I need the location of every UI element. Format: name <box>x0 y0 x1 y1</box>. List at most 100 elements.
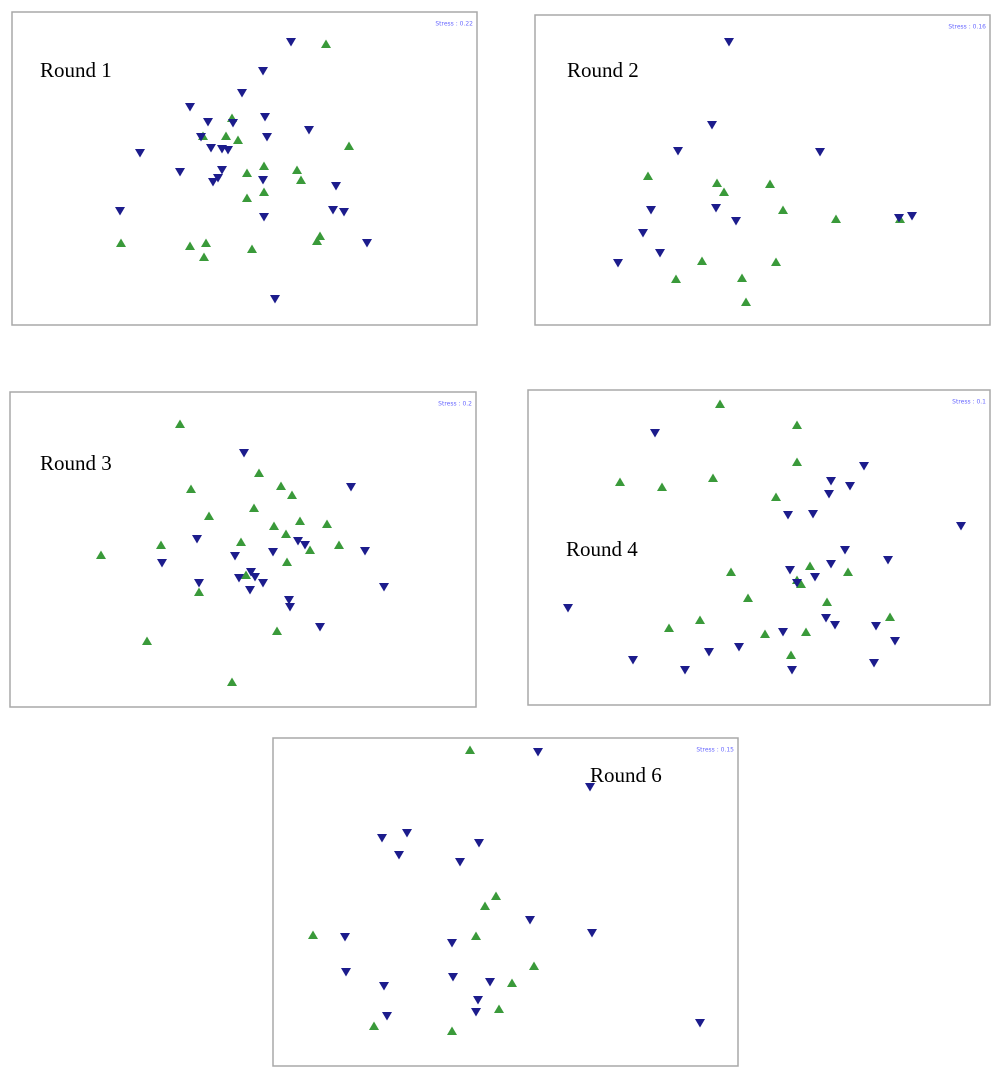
point <box>715 399 725 408</box>
point <box>894 214 904 223</box>
point <box>204 511 214 520</box>
point <box>805 561 815 570</box>
point <box>287 490 297 499</box>
point <box>845 482 855 491</box>
point <box>115 207 125 216</box>
point <box>885 612 895 621</box>
point <box>262 133 272 142</box>
point <box>360 547 370 556</box>
point <box>473 996 483 1005</box>
point <box>719 187 729 196</box>
panel-title: Round 6 <box>590 763 662 787</box>
point <box>258 579 268 588</box>
point <box>242 168 252 177</box>
point <box>196 133 206 142</box>
point <box>447 939 457 948</box>
point <box>831 214 841 223</box>
point <box>655 249 665 258</box>
point <box>585 783 595 792</box>
point <box>254 468 264 477</box>
panel-title: Round 2 <box>567 58 639 82</box>
point <box>695 1019 705 1028</box>
point <box>810 573 820 582</box>
point <box>615 477 625 486</box>
point <box>194 587 204 596</box>
point <box>242 193 252 202</box>
point <box>379 583 389 592</box>
point <box>340 933 350 942</box>
point <box>295 516 305 525</box>
point <box>228 119 238 128</box>
point <box>778 205 788 214</box>
point <box>192 535 202 544</box>
point <box>650 429 660 438</box>
point <box>201 238 211 247</box>
point <box>185 241 195 250</box>
point <box>907 212 917 221</box>
panel: Stress : 0.1 Round 4 <box>527 389 991 706</box>
point <box>792 579 802 588</box>
panel: Stress : 0.16 Round 2 <box>534 14 991 326</box>
point <box>447 1026 457 1035</box>
point <box>826 560 836 569</box>
stress-label: Stress : 0.2 <box>438 401 472 408</box>
stress-label: Stress : 0.1 <box>952 399 986 406</box>
point <box>673 147 683 156</box>
stress-label: Stress : 0.22 <box>435 21 473 28</box>
point <box>276 481 286 490</box>
point <box>233 135 243 144</box>
panel-title: Round 4 <box>566 537 638 561</box>
point <box>792 457 802 466</box>
point <box>822 597 832 606</box>
point <box>249 503 259 512</box>
point <box>726 567 736 576</box>
point <box>485 978 495 987</box>
point <box>646 206 656 215</box>
point <box>792 420 802 429</box>
point <box>741 297 751 306</box>
point <box>185 103 195 112</box>
point <box>859 462 869 471</box>
point <box>821 614 831 623</box>
point <box>394 851 404 860</box>
point <box>377 834 387 843</box>
point <box>157 559 167 568</box>
point <box>285 603 295 612</box>
point <box>507 978 517 987</box>
point <box>135 149 145 158</box>
point <box>765 179 775 188</box>
point <box>230 552 240 561</box>
point <box>671 274 681 283</box>
point <box>156 540 166 549</box>
point <box>525 916 535 925</box>
point <box>704 648 714 657</box>
point <box>771 492 781 501</box>
point <box>241 570 251 579</box>
point <box>194 579 204 588</box>
point <box>826 477 836 486</box>
panel-frame <box>272 737 739 1067</box>
point <box>708 473 718 482</box>
point <box>379 982 389 991</box>
point <box>643 171 653 180</box>
point <box>213 174 223 183</box>
point <box>465 745 475 754</box>
point <box>308 930 318 939</box>
point <box>116 238 126 247</box>
point <box>331 182 341 191</box>
point <box>786 650 796 659</box>
point <box>199 252 209 261</box>
point <box>362 239 372 248</box>
point <box>369 1021 379 1030</box>
point <box>724 38 734 47</box>
point <box>956 522 966 531</box>
point <box>259 187 269 196</box>
panel-frame <box>11 11 478 326</box>
point <box>304 126 314 135</box>
point <box>142 636 152 645</box>
panel-title: Round 1 <box>40 58 112 82</box>
point <box>529 961 539 970</box>
point <box>286 38 296 47</box>
